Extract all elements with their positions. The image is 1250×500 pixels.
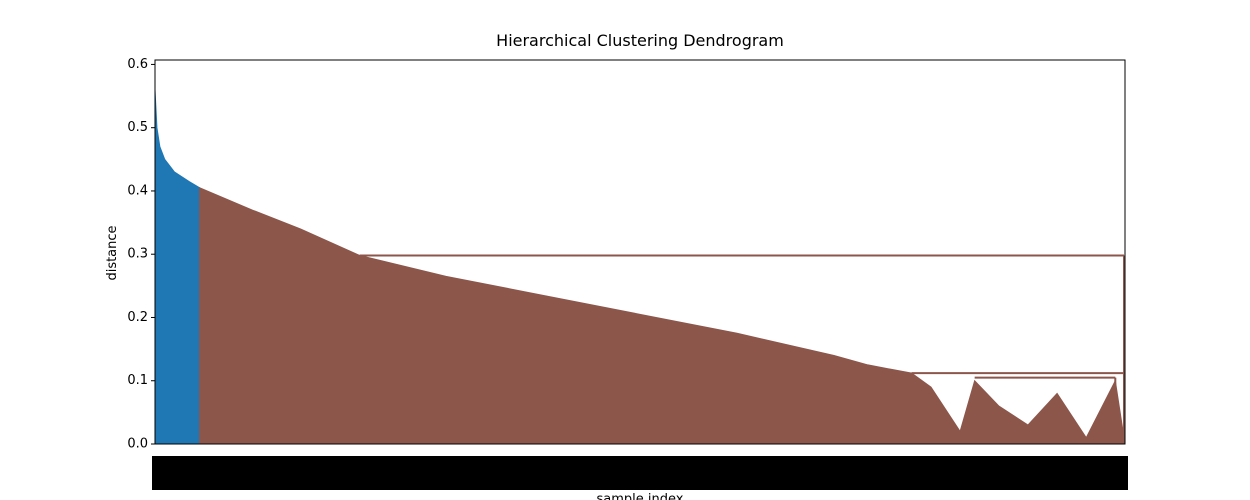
cluster-area — [199, 187, 1125, 445]
y-tick-label: 0.1 — [127, 373, 148, 388]
y-tick-label: 0.4 — [127, 183, 148, 198]
x-tick-labels-overlap — [152, 456, 1128, 490]
chart-title: Hierarchical Clustering Dendrogram — [496, 31, 784, 50]
y-tick-label: 0.0 — [127, 437, 148, 452]
plot-frame — [154, 59, 1126, 445]
y-tick-label: 0.2 — [127, 310, 148, 325]
cluster-area — [154, 89, 201, 445]
x-axis-label: sample index — [597, 492, 684, 500]
y-tick-label: 0.5 — [127, 120, 148, 135]
y-axis-label: distance — [105, 225, 120, 280]
y-tick-label: 0.3 — [127, 247, 148, 262]
y-tick-label: 0.6 — [127, 57, 148, 72]
